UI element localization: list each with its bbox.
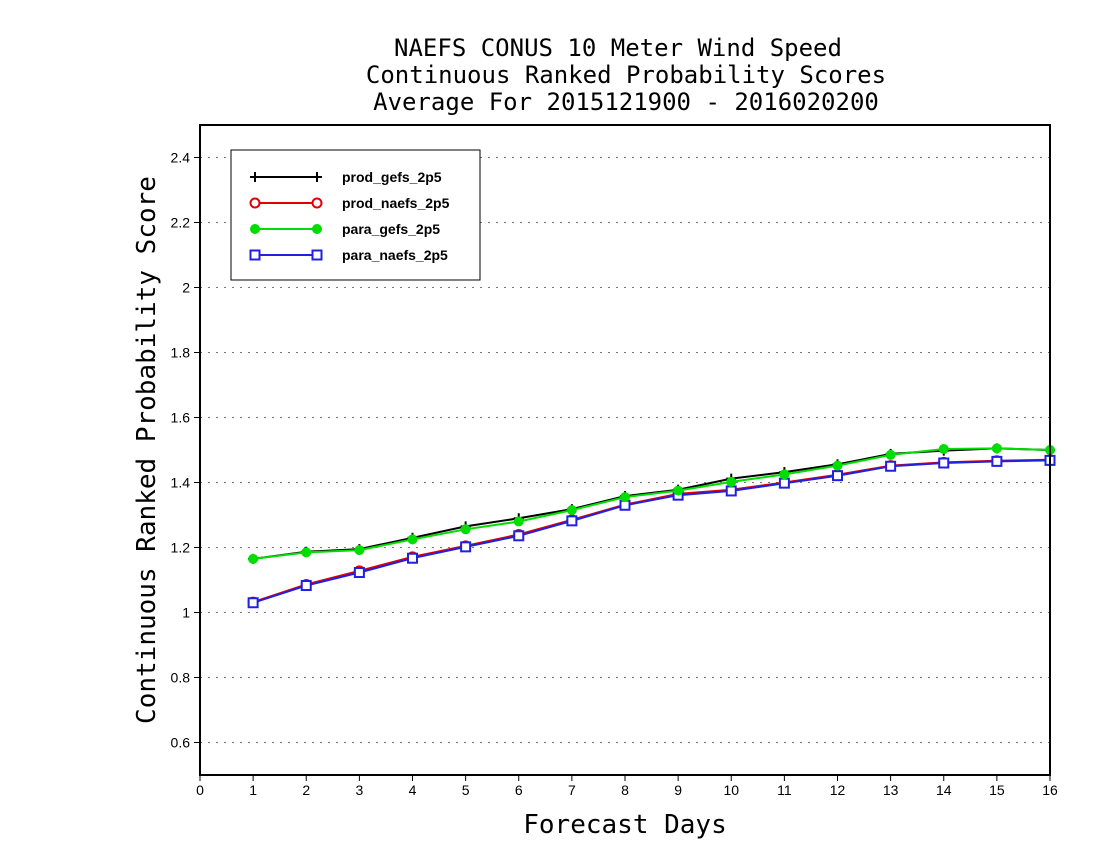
data-point	[991, 455, 1003, 467]
legend-label: para_naefs_2p5	[342, 247, 448, 263]
series-prod_naefs_2p5	[247, 454, 1056, 608]
legend-marker	[249, 197, 261, 209]
x-tick-label: 3	[355, 782, 363, 798]
x-tick-label: 11	[777, 782, 792, 798]
x-tick-label: 12	[830, 782, 846, 798]
data-point	[725, 485, 737, 497]
data-point	[778, 477, 790, 489]
data-point	[566, 515, 578, 527]
x-tick-label: 4	[409, 782, 417, 798]
y-tick-label: 2.4	[171, 150, 191, 166]
data-point	[566, 505, 577, 516]
legend-items: prod_gefs_2p5 prod_naefs_2p5 para_gefs_2p5…	[249, 169, 450, 263]
data-point	[673, 485, 684, 496]
series-line	[252, 458, 1051, 604]
data-point	[247, 597, 259, 609]
series-lines	[247, 443, 1056, 609]
y-tick-label: 0.6	[171, 735, 191, 751]
legend-label: prod_naefs_2p5	[342, 195, 450, 211]
series-line	[252, 447, 1051, 560]
y-axis-title: Continuous Ranked Probability Score	[132, 176, 162, 724]
legend-marker	[312, 224, 322, 234]
x-tick-label: 0	[196, 782, 204, 798]
data-point	[885, 449, 896, 460]
x-tick-label: 16	[1042, 782, 1058, 798]
y-tick-label: 2	[182, 280, 190, 296]
y-tick-label: 1.2	[171, 540, 191, 556]
x-tick-label: 8	[621, 782, 629, 798]
data-point	[301, 547, 312, 558]
x-axis-ticks: 0 1 2 3 4 5 6 7 8 9 10 11 12 13 14 15 16	[196, 775, 1058, 798]
x-tick-label: 13	[883, 782, 899, 798]
y-tick-label: 2.2	[171, 215, 191, 231]
x-tick-label: 7	[568, 782, 576, 798]
grid-lines	[200, 157, 1050, 743]
legend-marker	[311, 249, 323, 261]
x-tick-label: 2	[302, 782, 310, 798]
data-point	[938, 444, 949, 455]
series-line	[252, 459, 1051, 604]
legend-entry: prod_naefs_2p5	[249, 195, 450, 211]
data-point	[460, 524, 471, 535]
data-point	[354, 545, 365, 556]
data-point	[779, 469, 790, 480]
series-para_naefs_2p5	[247, 454, 1056, 609]
legend-marker	[312, 172, 322, 182]
legend: prod_gefs_2p5 prod_naefs_2p5 para_gefs_2p5…	[230, 149, 481, 281]
chart-title-line-1: NAEFS CONUS 10 Meter Wind Speed	[394, 34, 842, 62]
data-point	[832, 460, 843, 471]
chart-title-line-2: Continuous Ranked Probability Scores	[365, 61, 887, 89]
x-tick-label: 6	[515, 782, 523, 798]
legend-entry: prod_gefs_2p5	[250, 169, 442, 185]
legend-marker	[250, 224, 260, 234]
y-tick-label: 1.6	[171, 410, 191, 426]
data-point	[938, 457, 950, 469]
x-tick-label: 9	[674, 782, 682, 798]
data-point	[407, 552, 418, 564]
legend-marker	[250, 172, 260, 182]
legend-entry: para_naefs_2p5	[249, 247, 448, 263]
chart-title-line-3: Average For 2015121900 - 2016020200	[373, 88, 879, 116]
data-point	[513, 530, 525, 542]
data-point	[248, 553, 259, 564]
data-point	[832, 470, 843, 482]
data-point	[460, 541, 472, 553]
data-point	[620, 492, 630, 503]
y-tick-label: 1	[182, 605, 190, 621]
legend-label: prod_gefs_2p5	[342, 169, 442, 185]
x-axis-title: Forecast Days	[523, 810, 727, 840]
series-para_gefs_2p5	[248, 443, 1055, 564]
legend-label: para_gefs_2p5	[342, 221, 440, 237]
y-tick-label: 0.8	[171, 670, 191, 686]
legend-marker	[249, 249, 261, 261]
series-prod_gefs_2p5	[248, 443, 1055, 564]
legend-box	[230, 149, 481, 281]
y-tick-label: 1.8	[171, 345, 191, 361]
data-point	[991, 443, 1002, 454]
series-line	[252, 447, 1051, 560]
y-axis-ticks: 0.6 0.8 1 1.2 1.4 1.6 1.8 2 2.2 2.4	[171, 150, 200, 751]
x-tick-label: 1	[249, 782, 257, 798]
data-point	[885, 460, 897, 472]
data-point	[513, 516, 524, 527]
legend-entry: para_gefs_2p5	[250, 221, 440, 237]
legend-marker	[311, 197, 323, 209]
x-tick-label: 10	[723, 782, 739, 798]
data-point	[353, 567, 365, 579]
data-point	[300, 580, 312, 592]
x-tick-label: 14	[936, 782, 952, 798]
data-point	[407, 534, 418, 545]
x-tick-label: 15	[989, 782, 1005, 798]
x-tick-label: 5	[462, 782, 470, 798]
y-tick-label: 1.4	[171, 475, 191, 491]
data-point	[726, 476, 737, 487]
